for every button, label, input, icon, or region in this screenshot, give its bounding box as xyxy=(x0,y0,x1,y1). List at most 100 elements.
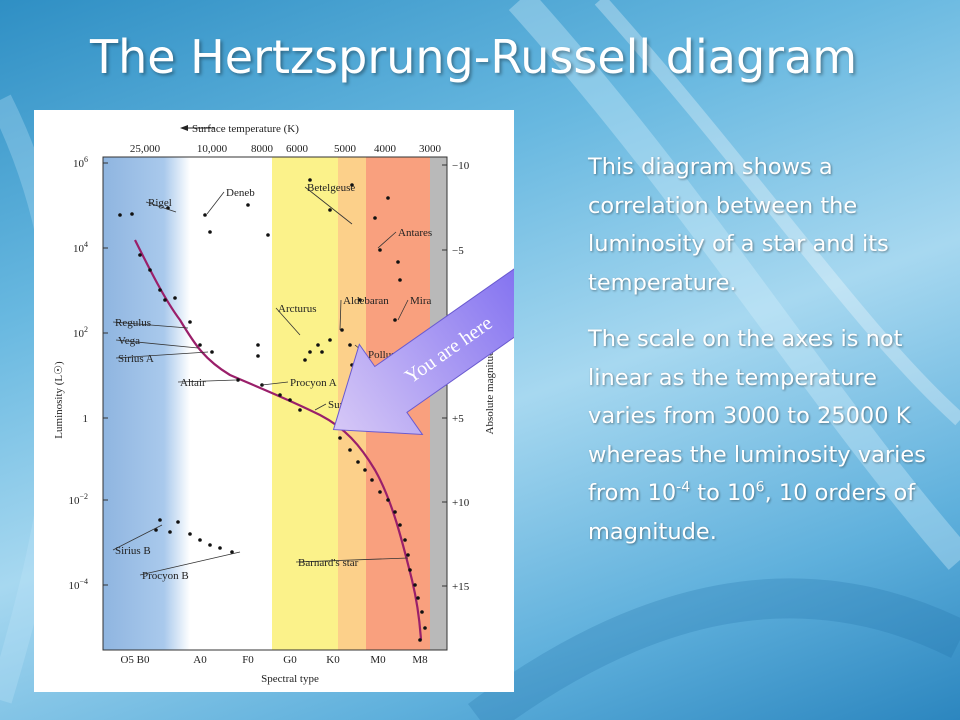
star-dot xyxy=(138,253,142,257)
star-dot xyxy=(198,538,202,542)
star-dot xyxy=(218,546,222,550)
tick-base: 10 xyxy=(68,495,80,507)
tick-exponent: −4 xyxy=(79,577,88,586)
star-dot xyxy=(168,530,172,534)
star-label: Rigel xyxy=(148,197,172,209)
star-dot xyxy=(210,350,214,354)
text: , 10 orders of magnitude. xyxy=(588,480,916,545)
star-dot xyxy=(208,543,212,547)
star-label: Barnard's star xyxy=(298,557,359,569)
tick-label: −5 xyxy=(452,245,464,257)
star-dot xyxy=(373,216,377,220)
star-dot xyxy=(158,288,162,292)
star-label: Altair xyxy=(180,377,206,389)
star-dot xyxy=(386,196,390,200)
tick-label: O5 B0 xyxy=(120,654,150,666)
star-dot xyxy=(208,230,212,234)
star-dot xyxy=(236,378,240,382)
star-label: Sirius B xyxy=(115,545,151,557)
tick-label: F0 xyxy=(242,654,254,666)
tick-exponent: −2 xyxy=(79,492,88,501)
star-label: Sirius A xyxy=(118,353,154,365)
tick-label: K0 xyxy=(326,654,340,666)
tick-label: M0 xyxy=(370,654,386,666)
leader-line xyxy=(339,299,342,331)
tick-label: 6000 xyxy=(286,143,309,155)
tick-label: +15 xyxy=(452,581,470,593)
star-dot xyxy=(408,568,412,572)
tick-label: 1 xyxy=(83,413,89,425)
tick-label: 10−4 xyxy=(68,577,88,592)
star-dot xyxy=(378,248,382,252)
star-label: Arcturus xyxy=(278,303,317,315)
star-label: Regulus xyxy=(115,317,151,329)
star-dot xyxy=(416,596,420,600)
star-dot xyxy=(308,350,312,354)
star-dot xyxy=(393,510,397,514)
star-dot xyxy=(328,208,332,212)
tick-base: 10 xyxy=(68,580,80,592)
star-dot xyxy=(118,213,122,217)
star-dot xyxy=(420,610,424,614)
tick-base: 10 xyxy=(73,328,85,340)
star-dot xyxy=(418,638,422,642)
leader-line xyxy=(115,351,209,359)
star-dot xyxy=(278,393,282,397)
axis-label: Surface temperature (K) xyxy=(192,123,299,135)
star-dot xyxy=(308,178,312,182)
star-dot xyxy=(370,478,374,482)
star-dot xyxy=(288,398,292,402)
tick-label: G0 xyxy=(283,654,297,666)
paragraph: The scale on the axes is not linear as t… xyxy=(588,320,948,551)
star-label: Procyon B xyxy=(142,570,189,582)
star-dot xyxy=(340,328,344,332)
star-dot xyxy=(423,626,427,630)
axis-label: Absolute magnitude xyxy=(484,345,496,434)
axis-label: Luminosity (L☉) xyxy=(53,361,65,439)
tick-label: 8000 xyxy=(251,143,274,155)
tick-label: 106 xyxy=(73,155,88,170)
tick-exponent: 4 xyxy=(84,240,88,249)
star-dot xyxy=(398,523,402,527)
leader-line xyxy=(177,379,237,383)
tick-base: 10 xyxy=(73,243,85,255)
tick-label: 104 xyxy=(73,240,88,255)
star-dot xyxy=(256,343,260,347)
paragraph: This diagram shows a correlation between… xyxy=(588,148,948,302)
star-dot xyxy=(403,538,407,542)
body-text: This diagram shows a correlation between… xyxy=(588,148,948,569)
plot: Surface temperature (K) 25,000 10,000 8000 6… xyxy=(53,123,514,685)
star-dot xyxy=(298,408,302,412)
tick-label: 25,000 xyxy=(130,143,161,155)
star-dot xyxy=(363,468,367,472)
star-label: Procyon A xyxy=(290,377,337,389)
leader-line xyxy=(261,381,289,386)
star-dot xyxy=(266,233,270,237)
star-label: Aldebaran xyxy=(343,295,389,307)
star-dot xyxy=(188,532,192,536)
star-dot xyxy=(348,448,352,452)
star-dot xyxy=(158,518,162,522)
star-dot xyxy=(148,268,152,272)
hr-diagram: Surface temperature (K) 25,000 10,000 8000 6… xyxy=(34,110,514,692)
tick-label: 102 xyxy=(73,325,88,340)
tick-label: 3000 xyxy=(419,143,442,155)
leader-line xyxy=(112,321,189,329)
star-dot xyxy=(386,498,390,502)
tick-label: +10 xyxy=(452,497,470,509)
star-label: Antares xyxy=(398,227,432,239)
text: The scale on the axes is not linear as t… xyxy=(588,326,926,506)
leader-line xyxy=(112,524,163,551)
star-dot xyxy=(163,298,167,302)
leader-line xyxy=(304,186,353,225)
star-dot xyxy=(378,490,382,494)
leader-line xyxy=(397,299,409,321)
tick-label: M8 xyxy=(412,654,428,666)
text: This diagram shows a correlation between… xyxy=(588,154,889,296)
axis-label: Spectral type xyxy=(261,673,319,685)
leader-line xyxy=(145,201,177,213)
star-dot xyxy=(320,350,324,354)
star-dot xyxy=(246,203,250,207)
star-dot xyxy=(230,550,234,554)
star-dot xyxy=(198,343,202,347)
